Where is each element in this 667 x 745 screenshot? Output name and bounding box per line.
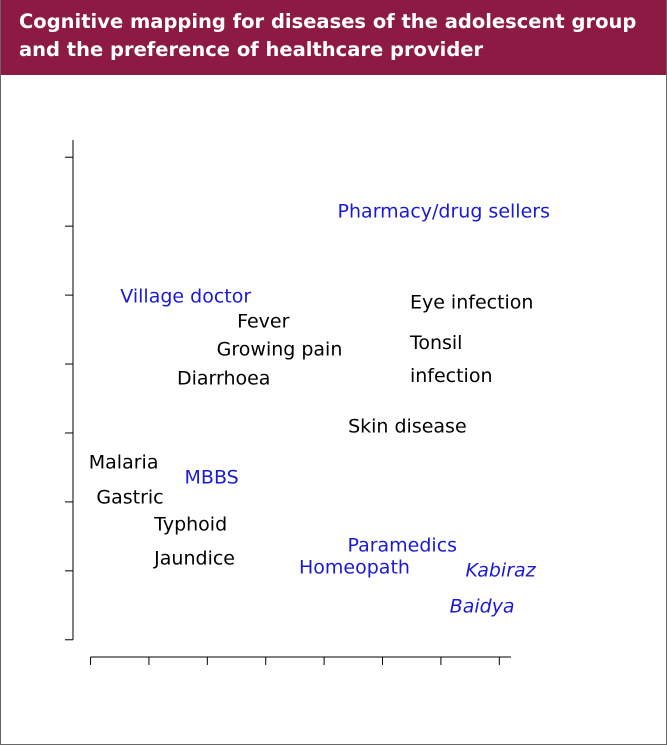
chart-title: Cognitive mapping for diseases of the ad… xyxy=(19,10,637,61)
map-label: Growing pain xyxy=(216,338,343,361)
map-label: Pharmacy/drug sellers xyxy=(337,200,550,223)
map-label: Fever xyxy=(237,310,290,333)
map-label: MBBS xyxy=(184,466,239,489)
map-label: Skin disease xyxy=(348,415,467,438)
map-label: Diarrhoea xyxy=(176,367,271,390)
map-label: Jaundice xyxy=(154,547,235,570)
map-label: Tonsil infection xyxy=(409,331,493,387)
title-bar: Cognitive mapping for diseases of the ad… xyxy=(1,0,666,75)
map-label: Gastric xyxy=(96,486,164,509)
map-label: Baidya xyxy=(449,595,515,618)
map-label: Paramedics xyxy=(347,534,458,557)
map-label: Malaria xyxy=(88,451,159,474)
map-label: Typhoid xyxy=(154,513,228,536)
map-label: Eye infection xyxy=(409,291,534,314)
map-label: Kabiraz xyxy=(465,559,536,582)
map-label: Homeopath xyxy=(299,556,410,579)
map-label: Village doctor xyxy=(120,285,252,308)
